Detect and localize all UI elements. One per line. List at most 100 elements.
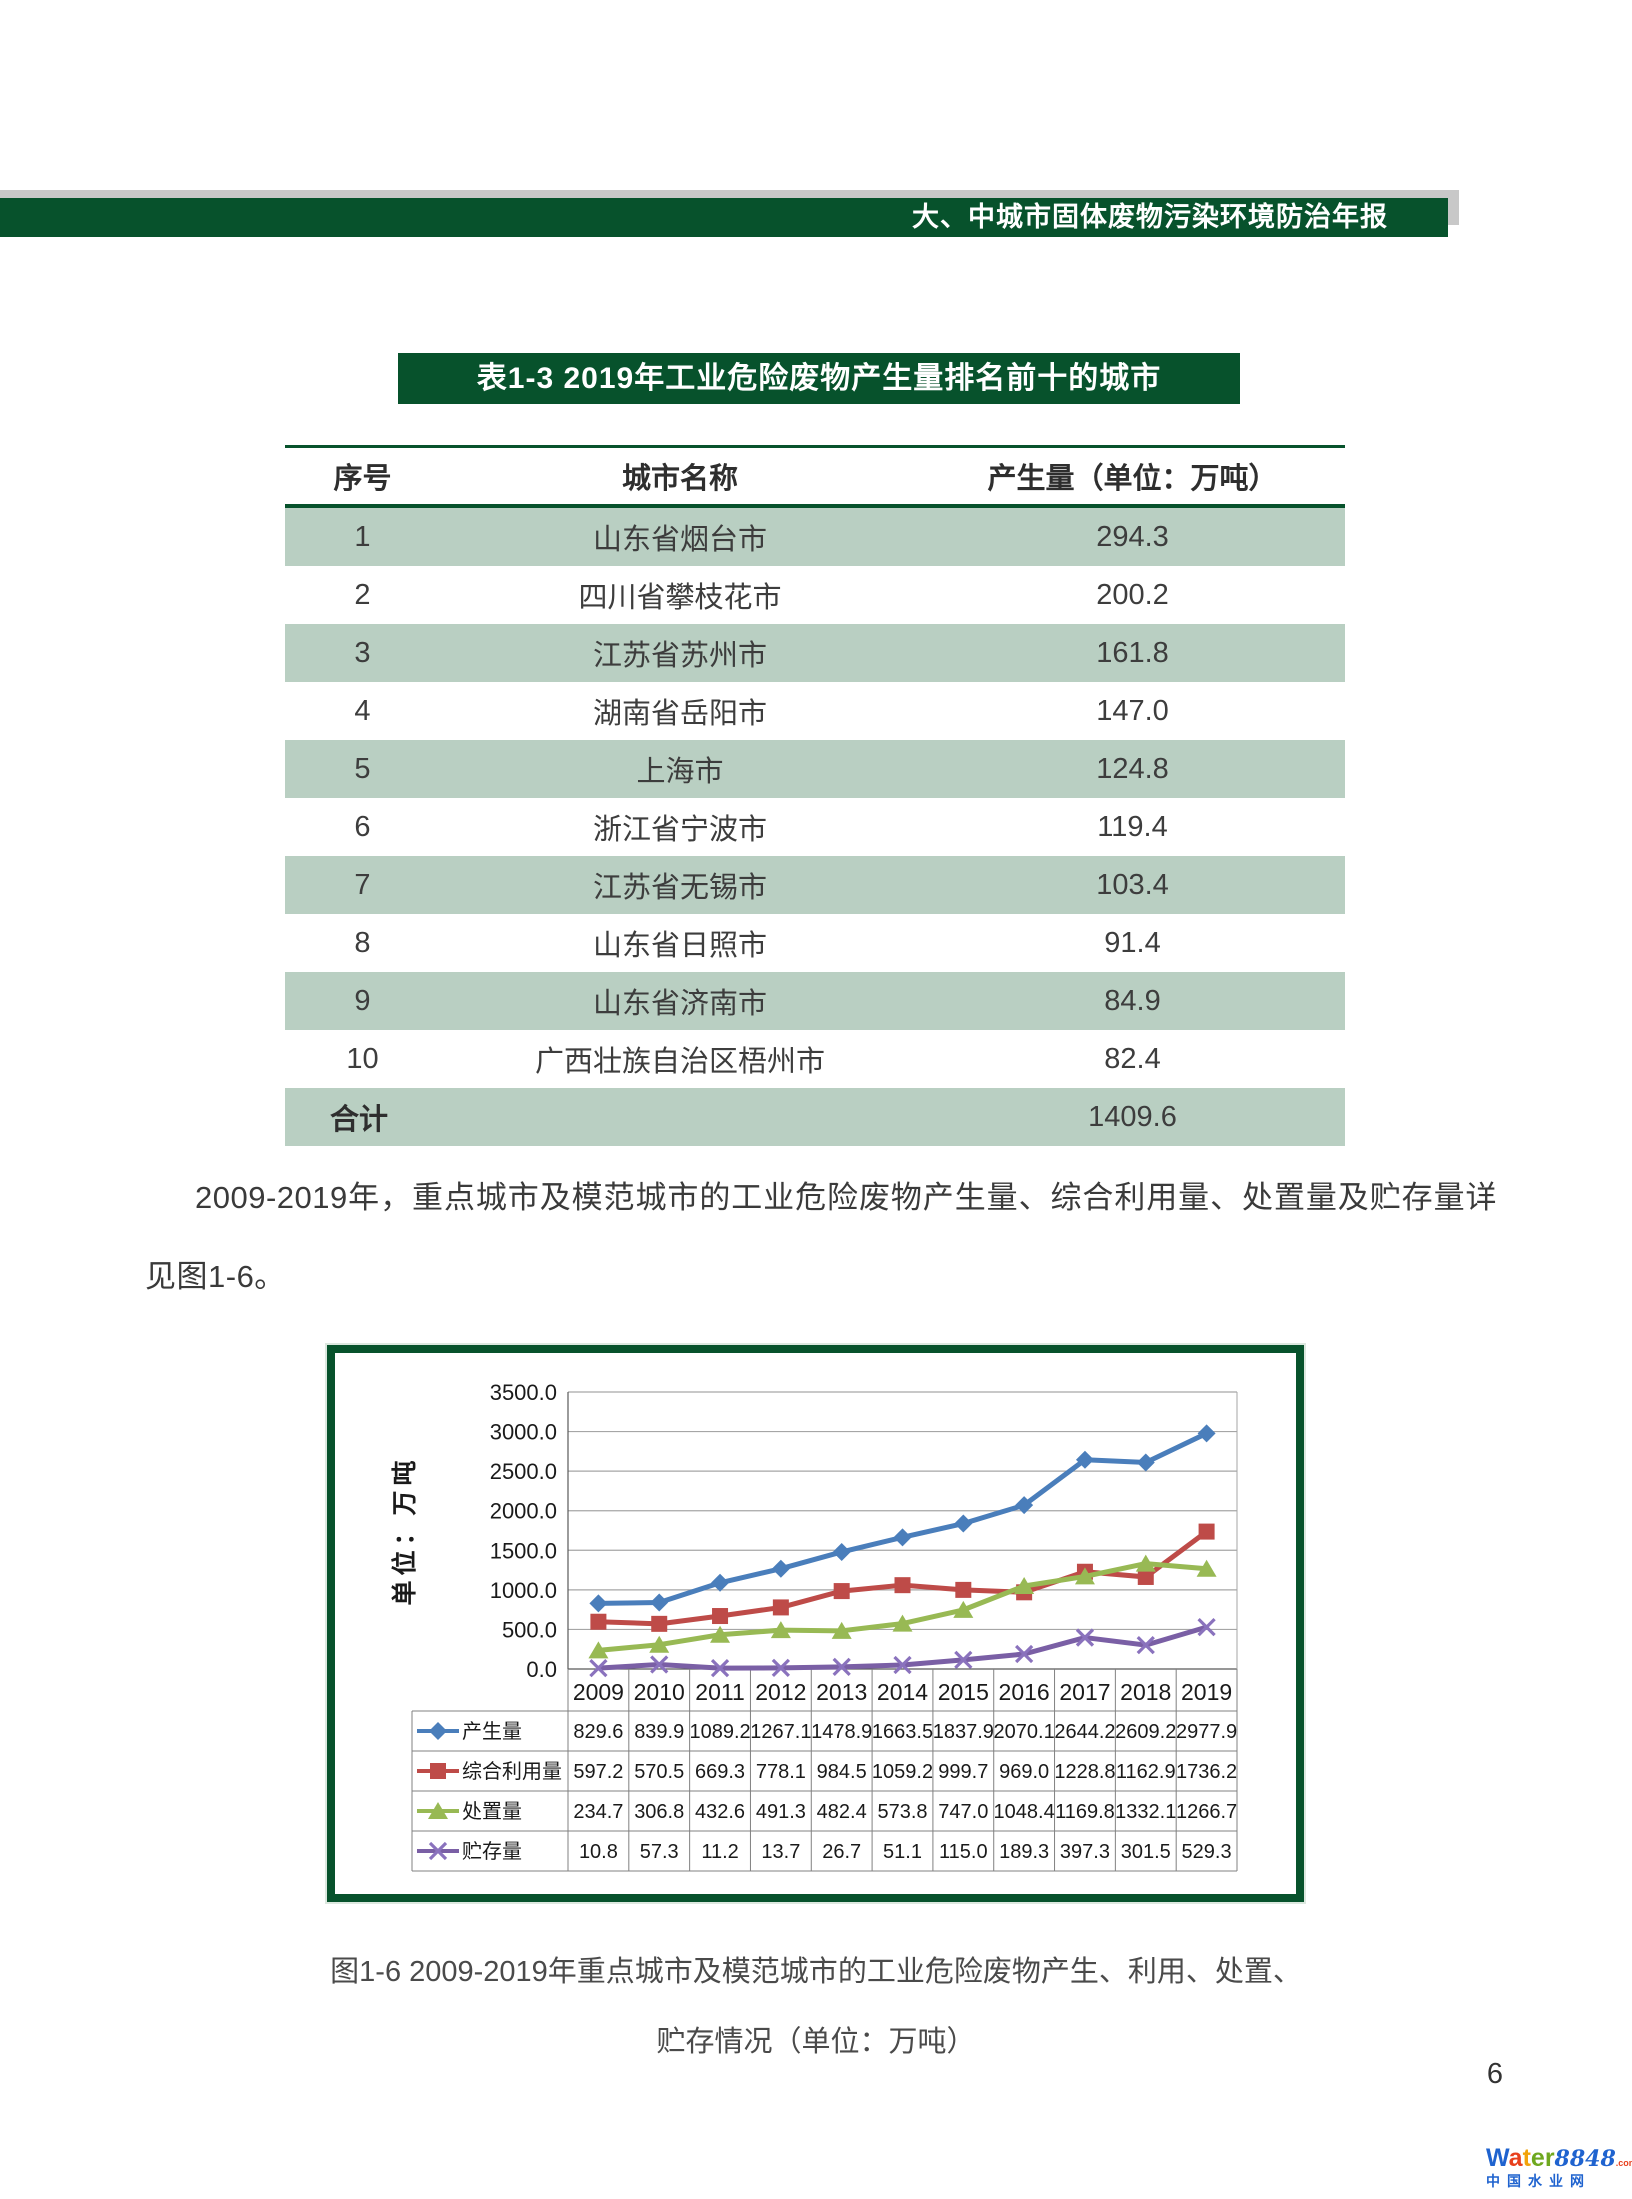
data-cell: 570.5 xyxy=(634,1761,684,1783)
series-marker-综合利用量 xyxy=(955,1581,972,1598)
series-marker-处置量 xyxy=(770,1621,791,1639)
rank-cell: 8 xyxy=(354,926,371,959)
table-row: 3 江苏省苏州市 161.8 xyxy=(285,624,1345,682)
data-cell: 1059.2 xyxy=(872,1761,933,1783)
series-marker-综合利用量 xyxy=(833,1583,850,1600)
series-marker-处置量 xyxy=(831,1621,852,1639)
data-cell: 1663.5 xyxy=(872,1721,933,1743)
x-category-label: 2019 xyxy=(1181,1679,1232,1705)
water8848-tagline: 中国水业网 xyxy=(1486,2173,1591,2189)
series-marker-产生量 xyxy=(771,1559,790,1578)
city-cell: 山东省烟台市 xyxy=(592,524,767,556)
table-row: 9 山东省济南市 84.9 xyxy=(285,972,1345,1030)
water8848-letters: Water xyxy=(1486,2144,1555,2172)
data-cell: 2609.2 xyxy=(1115,1721,1176,1743)
data-cell: 573.8 xyxy=(877,1801,927,1823)
water8848-wordmark: Water8848.com xyxy=(1486,2144,1632,2172)
rank-cell: 7 xyxy=(354,868,371,901)
col-header-rank: 序号 xyxy=(285,445,440,508)
series-marker-产生量 xyxy=(832,1542,851,1561)
data-cell: 57.3 xyxy=(640,1841,679,1863)
amount-cell: 147.0 xyxy=(1096,694,1169,727)
table-title: 表1-3 2019年工业危险废物产生量排名前十的城市 xyxy=(476,362,1162,395)
x-category-label: 2016 xyxy=(999,1679,1050,1705)
x-category-label: 2017 xyxy=(1059,1679,1110,1705)
amount-cell: 91.4 xyxy=(1104,926,1161,959)
y-tick-label: 500.0 xyxy=(502,1617,557,1642)
data-cell: 397.3 xyxy=(1060,1841,1110,1863)
series-marker-综合利用量 xyxy=(772,1599,789,1616)
data-cell: 51.1 xyxy=(883,1841,922,1863)
city-cell: 山东省日照市 xyxy=(592,930,767,962)
logo-letter: r xyxy=(1544,2144,1555,2172)
legend-key-marker xyxy=(430,1763,446,1779)
logo-letter: t xyxy=(1522,2144,1531,2172)
series-marker-综合利用量 xyxy=(894,1577,911,1594)
y-tick-label: 1000.0 xyxy=(490,1578,557,1603)
water8848-logo: Water8848.com 中国水业网 xyxy=(1486,2144,1632,2189)
table-row: 10 广西壮族自治区梧州市 82.4 xyxy=(285,1030,1345,1088)
data-cell: 301.5 xyxy=(1121,1841,1171,1863)
table-row: 6 浙江省宁波市 119.4 xyxy=(285,798,1345,856)
series-marker-处置量 xyxy=(1074,1567,1095,1585)
data-cell: 1162.9 xyxy=(1116,1761,1176,1783)
table-row: 7 江苏省无锡市 103.4 xyxy=(285,856,1345,914)
series-marker-处置量 xyxy=(710,1625,731,1643)
data-cell: 597.2 xyxy=(573,1761,623,1783)
legend-key-marker xyxy=(428,1802,448,1819)
page-number: 6 xyxy=(1486,2058,1504,2090)
data-cell: 234.7 xyxy=(573,1801,623,1823)
rank-cell: 5 xyxy=(354,752,371,785)
series-marker-产生量 xyxy=(1015,1496,1034,1515)
total-label-cell: 合计 xyxy=(330,1104,389,1136)
y-tick-label: 2000.0 xyxy=(490,1499,557,1524)
series-marker-贮存量 xyxy=(893,1655,912,1675)
data-cell: 1837.9 xyxy=(933,1721,994,1743)
data-cell: 1169.8 xyxy=(1055,1801,1115,1823)
series-marker-处置量 xyxy=(953,1600,974,1618)
legend-label: 处置量 xyxy=(462,1800,522,1823)
series-marker-贮存量 xyxy=(1015,1644,1034,1664)
y-tick-label: 3500.0 xyxy=(490,1380,557,1405)
col-header-amount: 产生量（单位：万吨） xyxy=(920,445,1345,508)
amount-cell: 294.3 xyxy=(1096,520,1169,553)
series-marker-贮存量 xyxy=(832,1657,851,1677)
series-marker-处置量 xyxy=(588,1641,609,1659)
city-cell: 江苏省无锡市 xyxy=(592,872,767,904)
data-cell: 115.0 xyxy=(939,1841,988,1863)
data-cell: 999.7 xyxy=(938,1761,988,1783)
data-cell: 189.3 xyxy=(999,1841,1049,1863)
series-marker-综合利用量 xyxy=(1137,1568,1154,1585)
rank-cell: 2 xyxy=(354,578,371,611)
series-marker-处置量 xyxy=(892,1614,913,1632)
series-marker-产生量 xyxy=(1197,1424,1216,1443)
series-marker-综合利用量 xyxy=(1198,1523,1215,1540)
y-axis-title: 单位：万吨 xyxy=(390,1455,419,1605)
logo-letter: a xyxy=(1508,2144,1523,2172)
data-cell: 839.9 xyxy=(634,1721,684,1743)
amount-cell: 82.4 xyxy=(1104,1042,1161,1075)
logo-letter: e xyxy=(1530,2144,1545,2172)
city-cell: 广西壮族自治区梧州市 xyxy=(534,1046,825,1078)
series-marker-贮存量 xyxy=(954,1650,973,1670)
rank-cell: 9 xyxy=(354,984,371,1017)
table-header-row: 序号 城市名称 产生量（单位：万吨） xyxy=(285,445,1345,508)
data-cell: 2977.9 xyxy=(1176,1721,1237,1743)
water8848-dotcom: .com xyxy=(1615,2158,1632,2168)
table-row: 1 山东省烟台市 294.3 xyxy=(285,506,1345,566)
page-header: 大、中城市固体废物污染环境防治年报 xyxy=(0,198,1448,237)
series-marker-处置量 xyxy=(649,1635,670,1653)
col-header-city: 城市名称 xyxy=(440,445,920,508)
city-cell: 四川省攀枝花市 xyxy=(578,582,782,614)
data-cell: 1736.2 xyxy=(1176,1761,1237,1783)
x-category-label: 2010 xyxy=(634,1679,685,1705)
data-cell: 969.0 xyxy=(999,1761,1049,1783)
series-marker-贮存量 xyxy=(1075,1628,1095,1647)
data-cell: 1089.2 xyxy=(689,1721,750,1743)
series-marker-贮存量 xyxy=(771,1658,790,1678)
legend-label: 产生量 xyxy=(462,1720,522,1743)
data-cell: 491.3 xyxy=(756,1801,806,1823)
empty-cell xyxy=(440,1088,920,1146)
series-marker-处置量 xyxy=(1014,1577,1035,1595)
y-tick-label: 0.0 xyxy=(526,1657,557,1682)
